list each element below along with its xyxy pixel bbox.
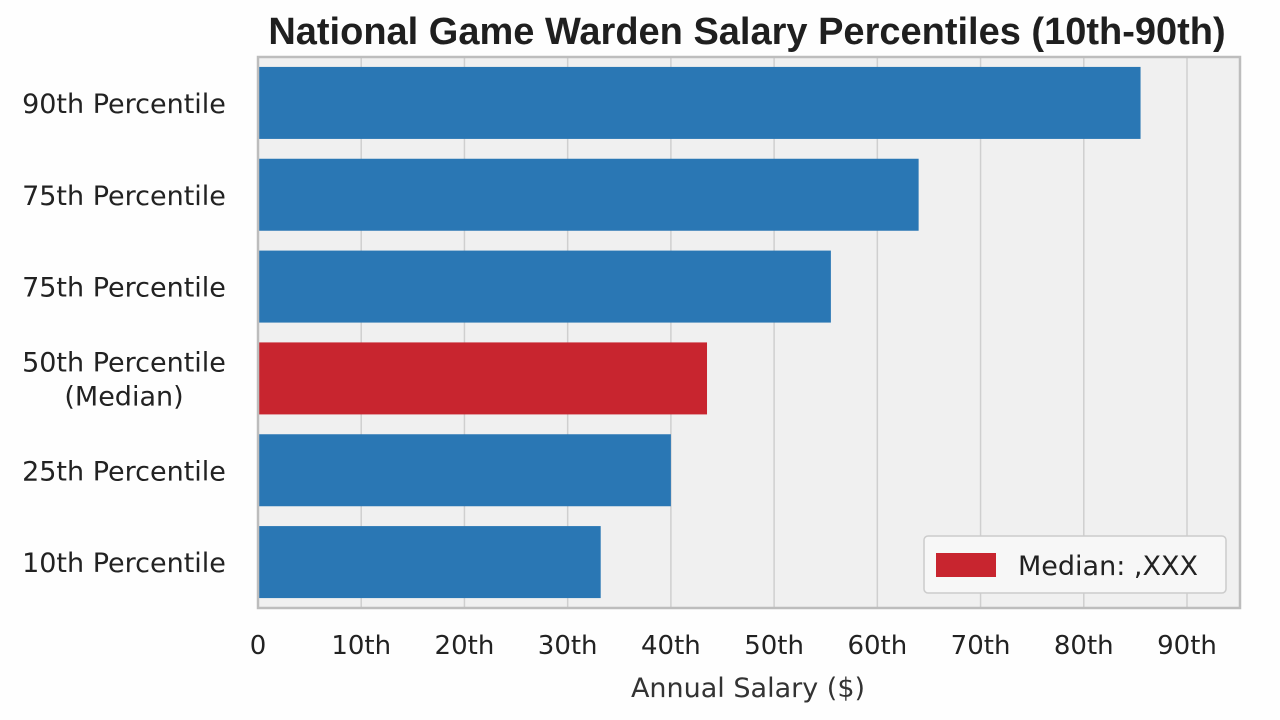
- bar: [258, 250, 831, 323]
- x-tick-label: 90th: [1157, 631, 1217, 661]
- legend-box: [923, 535, 1227, 594]
- category-label: 75th Percentile: [22, 181, 226, 212]
- legend-label: Median: ,XXX: [1018, 551, 1198, 582]
- x-tick-label: 0: [250, 631, 267, 661]
- x-tick-label: 40th: [641, 631, 701, 661]
- x-tick-labels: 0 10th 20th 30th 40th 50th 60th 70th 80th 90th: [250, 631, 1217, 661]
- legend-swatch: [936, 553, 996, 577]
- bar: [258, 158, 919, 231]
- category-label: 50th Percentile: [22, 347, 226, 378]
- x-tick-label: 20th: [435, 631, 495, 661]
- x-tick-label: 60th: [847, 631, 907, 661]
- category-labels: 90th Percentile 75th Percentile 75th Perce…: [22, 89, 226, 579]
- chart-title: National Game Warden Salary Percentiles …: [268, 11, 1225, 53]
- category-label: (Median): [64, 381, 183, 412]
- x-tick-label: 50th: [744, 631, 804, 661]
- category-label: 25th Percentile: [22, 456, 226, 487]
- x-tick-label: 10th: [331, 631, 391, 661]
- bars: [258, 66, 1141, 599]
- x-tick-label: 80th: [1054, 631, 1114, 661]
- x-tick-label: 30th: [538, 631, 598, 661]
- category-label: 90th Percentile: [22, 89, 226, 120]
- grid-lines: [360, 57, 1188, 608]
- x-tick-label: 70th: [951, 631, 1011, 661]
- legend: Median: ,XXX: [923, 535, 1227, 594]
- median-bar: [258, 342, 708, 415]
- x-axis-title: Annual Salary ($): [631, 673, 865, 704]
- bar: [258, 526, 601, 599]
- bar: [258, 434, 671, 507]
- category-label: 75th Percentile: [22, 273, 226, 304]
- plot-frame: [256, 55, 1242, 610]
- category-label: 10th Percentile: [22, 548, 226, 579]
- bar: [258, 66, 1141, 139]
- plot-area: [258, 57, 1240, 608]
